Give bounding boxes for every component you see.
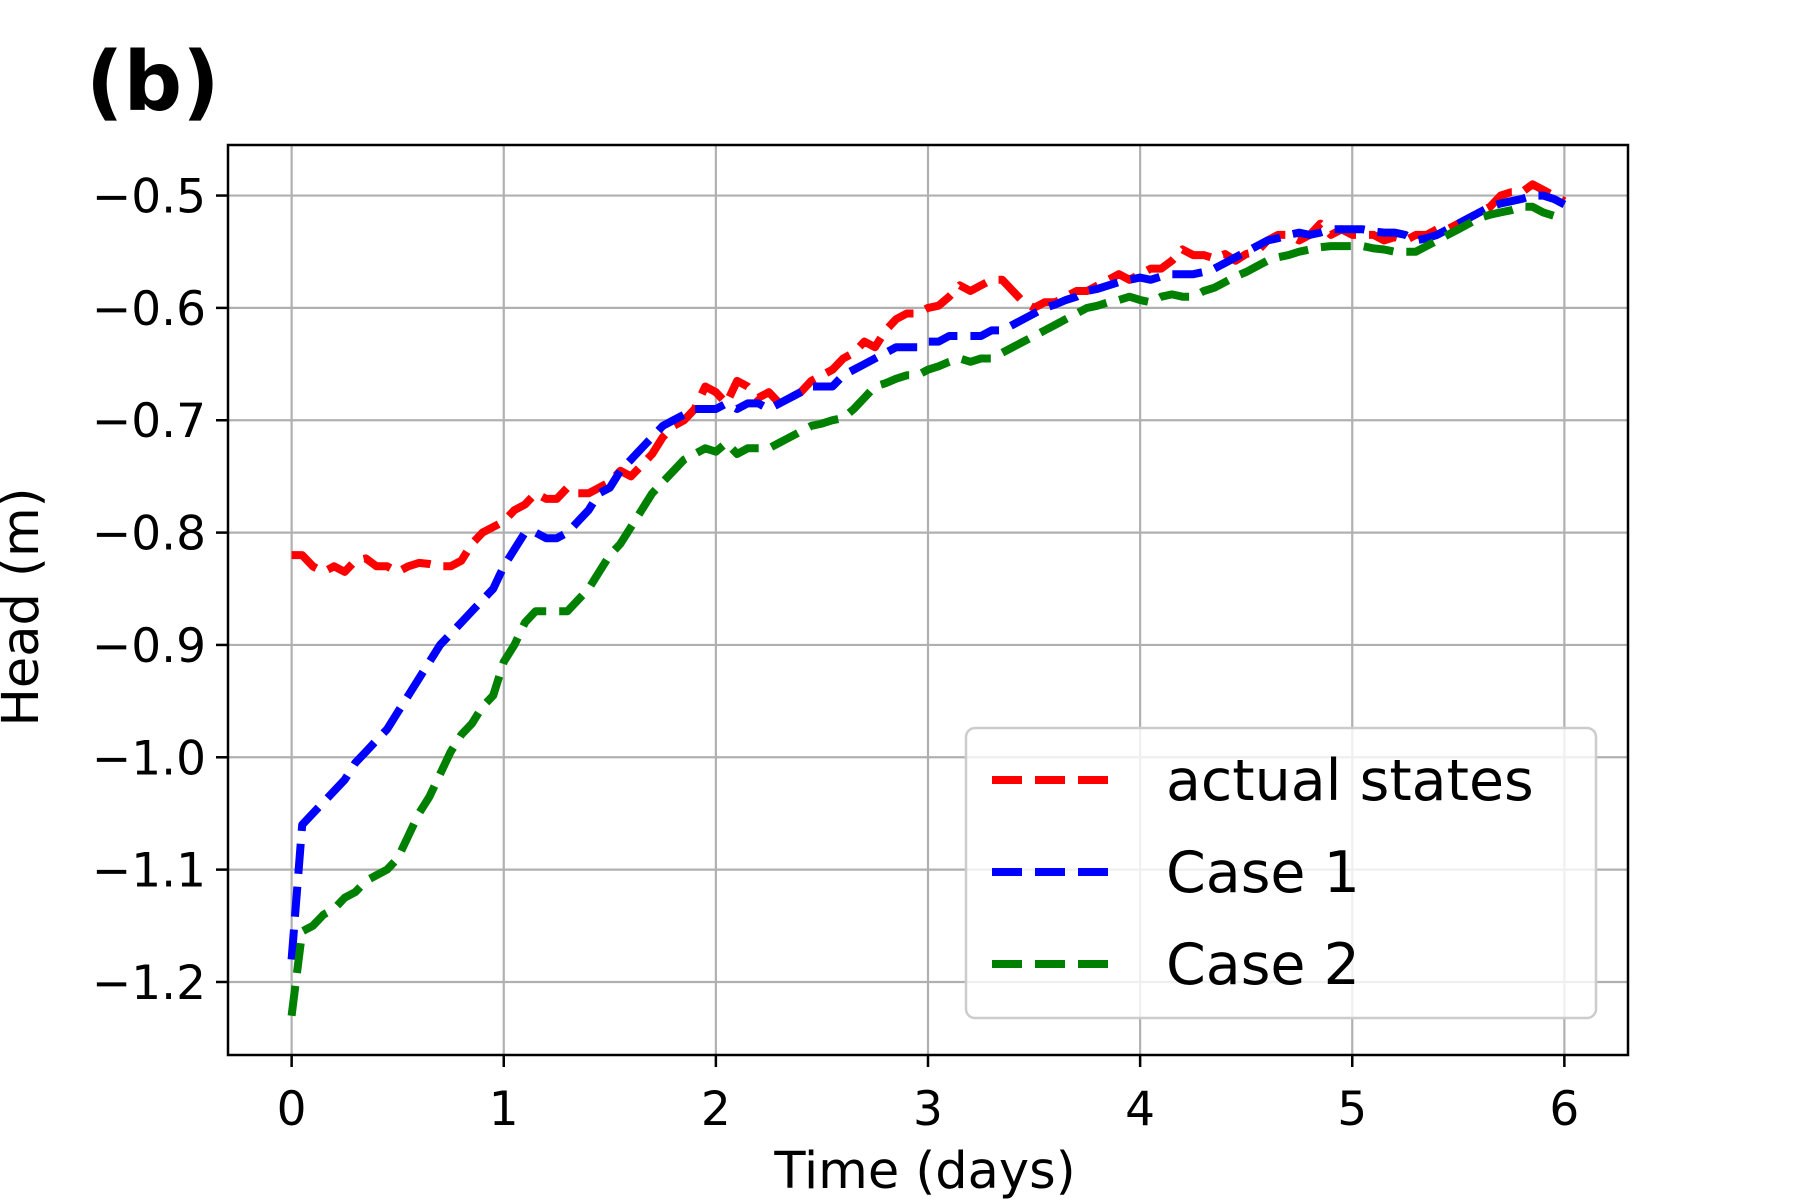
series-line-3 [287,202,1566,1017]
x-tick-label: 0 [277,1082,307,1137]
y-tick-label: −0.8 [92,507,206,562]
y-tick-label: −1.1 [92,844,206,899]
x-tick-label: 4 [1125,1082,1155,1137]
y-tick-label: −1.0 [92,731,206,786]
series-line-2 [287,191,1567,960]
legend-label: Case 1 [1166,840,1360,906]
x-tick-label: 2 [701,1082,731,1137]
x-axis-ticks: 0 1 2 3 4 5 6 [277,1055,1579,1137]
panel-label: (b) [86,35,220,130]
legend-box [964,726,1598,1020]
y-tick-label: −0.9 [92,619,206,674]
y-axis-title: Head (m) [0,487,51,726]
x-tick-label: 3 [913,1082,943,1137]
x-tick-label: 1 [489,1082,519,1137]
legend: actual states Case 1 Case 2 [964,726,1598,1020]
x-tick-label: 6 [1549,1082,1579,1137]
series-line-1 [291,180,1567,576]
y-axis-ticks: −0.5 −0.6 −0.7 −0.8 −0.9 −1.0 −1.1 −1.2 [92,170,228,1011]
x-tick-label: 5 [1337,1082,1367,1137]
y-tick-label: −1.2 [92,956,206,1011]
legend-label: Case 2 [1166,932,1360,998]
y-tick-label: −0.7 [92,394,206,449]
legend-label: actual states [1166,748,1534,814]
x-axis-title: Time (days) [773,1142,1075,1200]
y-tick-label: −0.6 [92,282,206,337]
series-group [287,180,1567,1017]
y-tick-label: −0.5 [92,170,206,225]
